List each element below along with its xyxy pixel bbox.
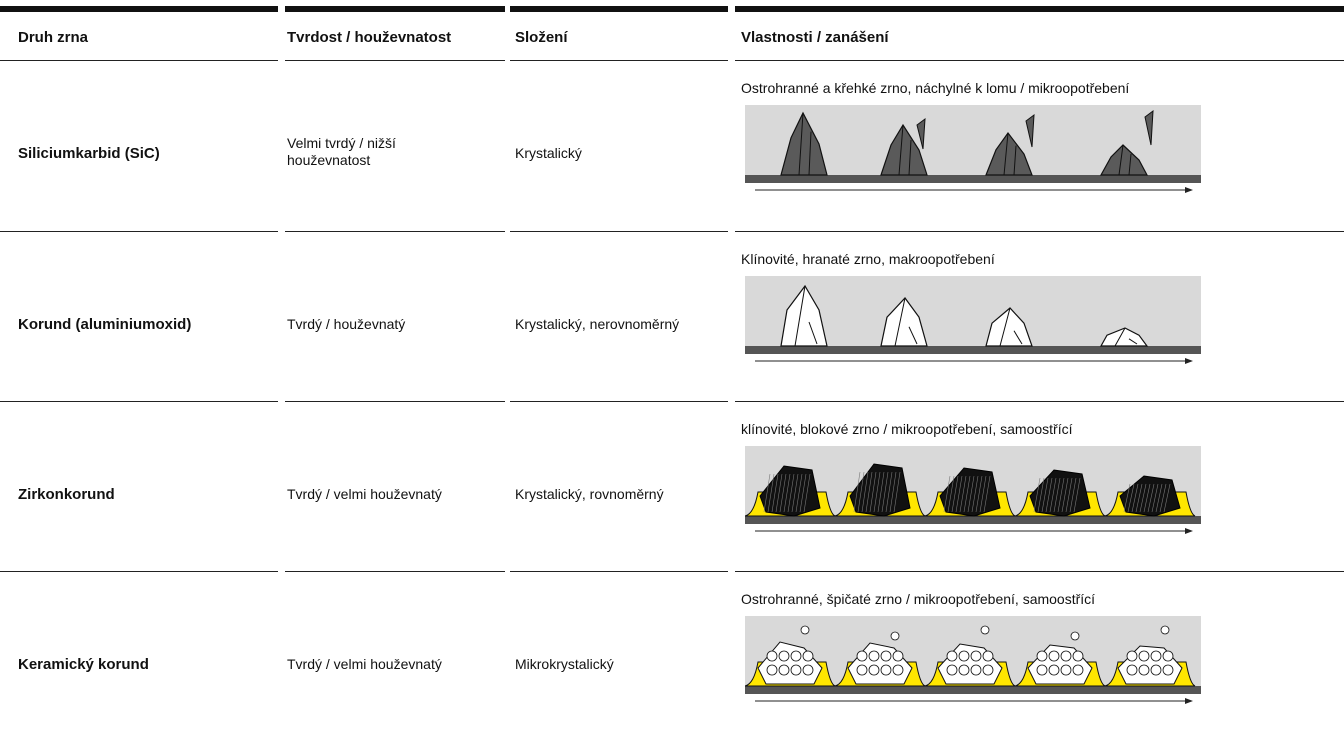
row-rule [0, 571, 278, 572]
grain-illustration [745, 276, 1201, 364]
cell: Tvrdý / velmi houževnatý [287, 485, 442, 502]
grain-name: Keramický korund [18, 655, 149, 673]
grain-illustration [745, 105, 1201, 193]
top-rule [510, 6, 728, 12]
caption: klínovité, blokové zrno / mikroopotřeben… [741, 421, 1073, 437]
top-rule [0, 6, 278, 12]
row-rule [510, 60, 728, 61]
top-rule [735, 6, 1344, 12]
row-rule [510, 231, 728, 232]
caption: Ostrohranné a křehké zrno, náchylné k lo… [741, 80, 1130, 96]
header-cell: Druh zrna [18, 29, 89, 46]
row-rule [285, 401, 505, 402]
row-rule [285, 231, 505, 232]
cell: Tvrdý / houževnatý [287, 315, 406, 332]
cell: Krystalický, nerovnoměrný [515, 315, 680, 332]
row-rule [735, 571, 1344, 572]
grain-illustration [745, 446, 1201, 534]
header-cell: Složení [515, 29, 568, 46]
cell: Mikrokrystalický [515, 655, 614, 672]
row-rule [285, 571, 505, 572]
row-rule [0, 401, 278, 402]
row-rule [735, 401, 1344, 402]
row-rule [510, 571, 728, 572]
grain-name: Zirkonkorund [18, 485, 115, 503]
row-rule [285, 60, 505, 61]
grain-name: Korund (aluminiumoxid) [18, 315, 192, 333]
header-cell: Tvrdost / houževnatost [287, 29, 452, 46]
top-rule [285, 6, 505, 12]
cell: Krystalický [515, 144, 582, 161]
grain-name: Siliciumkarbid (SiC) [18, 144, 160, 162]
row-rule [735, 60, 1344, 61]
row-rule [510, 401, 728, 402]
caption: Ostrohranné, špičaté zrno / mikroopotřeb… [741, 591, 1096, 607]
grain-illustration [745, 616, 1201, 704]
cell: Tvrdý / velmi houževnatý [287, 655, 442, 672]
row-rule [0, 231, 278, 232]
header-cell: Vlastnosti / zanášení [741, 29, 889, 46]
cell: Velmi tvrdý / nižší houževnatost [287, 135, 396, 168]
cell: Krystalický, rovnoměrný [515, 485, 664, 502]
row-rule [0, 60, 278, 61]
row-rule [735, 231, 1344, 232]
caption: Klínovité, hranaté zrno, makroopotřebení [741, 251, 995, 267]
